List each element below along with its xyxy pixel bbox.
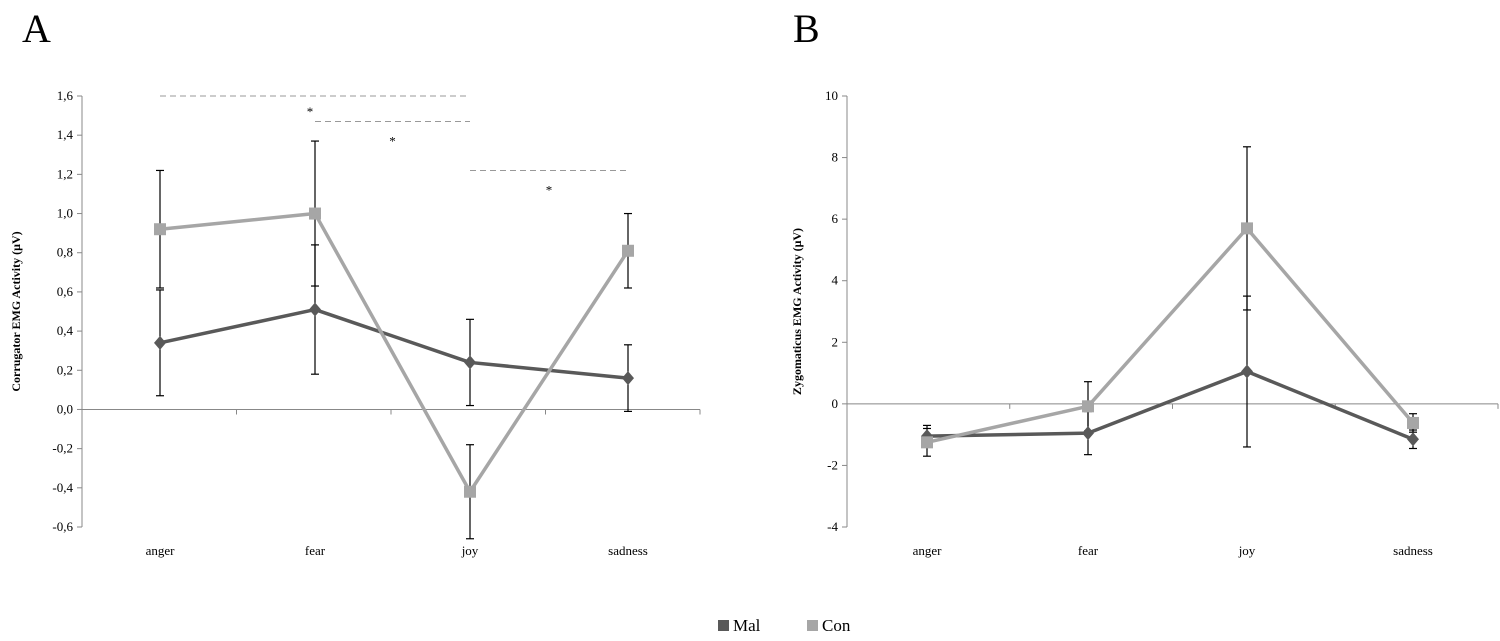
x-tick-label: joy bbox=[1238, 543, 1256, 558]
data-point-square bbox=[921, 436, 933, 449]
x-tick-label: joy bbox=[461, 543, 479, 558]
y-tick-label: 6 bbox=[832, 211, 839, 226]
y-tick-label: 1,6 bbox=[57, 88, 74, 103]
data-point-square bbox=[1241, 222, 1253, 235]
legend-swatch-mal bbox=[718, 620, 729, 631]
series-line-con bbox=[926, 226, 1415, 445]
data-point-diamond bbox=[1082, 426, 1094, 441]
data-point-diamond bbox=[309, 302, 321, 317]
y-tick-label: 0,8 bbox=[57, 245, 73, 260]
data-point-diamond bbox=[154, 335, 166, 350]
series-line-mal bbox=[159, 307, 629, 380]
y-tick-label: 0,0 bbox=[57, 401, 73, 416]
y-tick-label: 0,6 bbox=[57, 284, 74, 299]
x-tick-label: anger bbox=[913, 543, 943, 558]
y-tick-label: 2 bbox=[832, 334, 839, 349]
data-point-square bbox=[1082, 400, 1094, 413]
panel-label: A bbox=[22, 6, 51, 51]
legend-swatch-con bbox=[807, 620, 818, 631]
y-tick-label: 0,2 bbox=[57, 362, 73, 377]
significance-star: * bbox=[389, 133, 396, 148]
legend-label: Mal bbox=[733, 616, 761, 635]
series-line-con bbox=[159, 211, 630, 494]
y-tick-label: -2 bbox=[827, 457, 838, 472]
chart-panel-B: B -4 -2 0 2 4 6 8 10 anger fear joy sadness Zygomatic… bbox=[790, 6, 1499, 558]
legend-label: Con bbox=[822, 616, 851, 635]
y-tick-label: -0,4 bbox=[52, 480, 73, 495]
x-tick-label: fear bbox=[1078, 543, 1099, 558]
y-axis-title: Zygomaticus EMG Activity (μV) bbox=[790, 228, 804, 395]
data-point-square bbox=[622, 244, 634, 257]
y-tick-label: -4 bbox=[827, 519, 838, 534]
y-tick-label: 1,0 bbox=[57, 206, 73, 221]
y-tick-label: 8 bbox=[832, 150, 839, 165]
y-tick-label: -0,2 bbox=[52, 441, 73, 456]
x-tick-label: anger bbox=[146, 543, 176, 558]
panel-label: B bbox=[793, 6, 820, 51]
y-tick-label: 0 bbox=[832, 396, 839, 411]
series-line-mal bbox=[926, 369, 1414, 441]
x-tick-label: fear bbox=[305, 543, 326, 558]
y-tick-label: 10 bbox=[825, 88, 838, 103]
data-point-diamond bbox=[464, 355, 476, 370]
significance-star: * bbox=[307, 104, 314, 119]
y-tick-label: -0,6 bbox=[52, 519, 73, 534]
x-tick-label: sadness bbox=[1393, 543, 1433, 558]
significance-star: * bbox=[546, 182, 553, 197]
x-tick-label: sadness bbox=[608, 543, 648, 558]
y-tick-label: 4 bbox=[832, 273, 839, 288]
legend: Mal Con bbox=[718, 616, 851, 635]
y-axis-title: Corrugator EMG Activity (μV) bbox=[9, 231, 23, 391]
y-tick-label: 1,4 bbox=[57, 127, 74, 142]
data-point-diamond bbox=[1241, 364, 1253, 379]
data-point-square bbox=[154, 223, 166, 236]
y-tick-label: 0,4 bbox=[57, 323, 74, 338]
data-point-square bbox=[464, 485, 476, 498]
data-point-diamond bbox=[1407, 432, 1419, 447]
data-point-square bbox=[1407, 416, 1419, 429]
data-point-diamond bbox=[622, 371, 634, 386]
chart-panel-A: A -0,6 -0,4 -0,2 0,0 0,2 0,4 0,6 0,8 1,0 1,2 1,4 1,6… bbox=[9, 6, 701, 558]
data-point-square bbox=[309, 207, 321, 220]
y-tick-label: 1,2 bbox=[57, 166, 73, 181]
